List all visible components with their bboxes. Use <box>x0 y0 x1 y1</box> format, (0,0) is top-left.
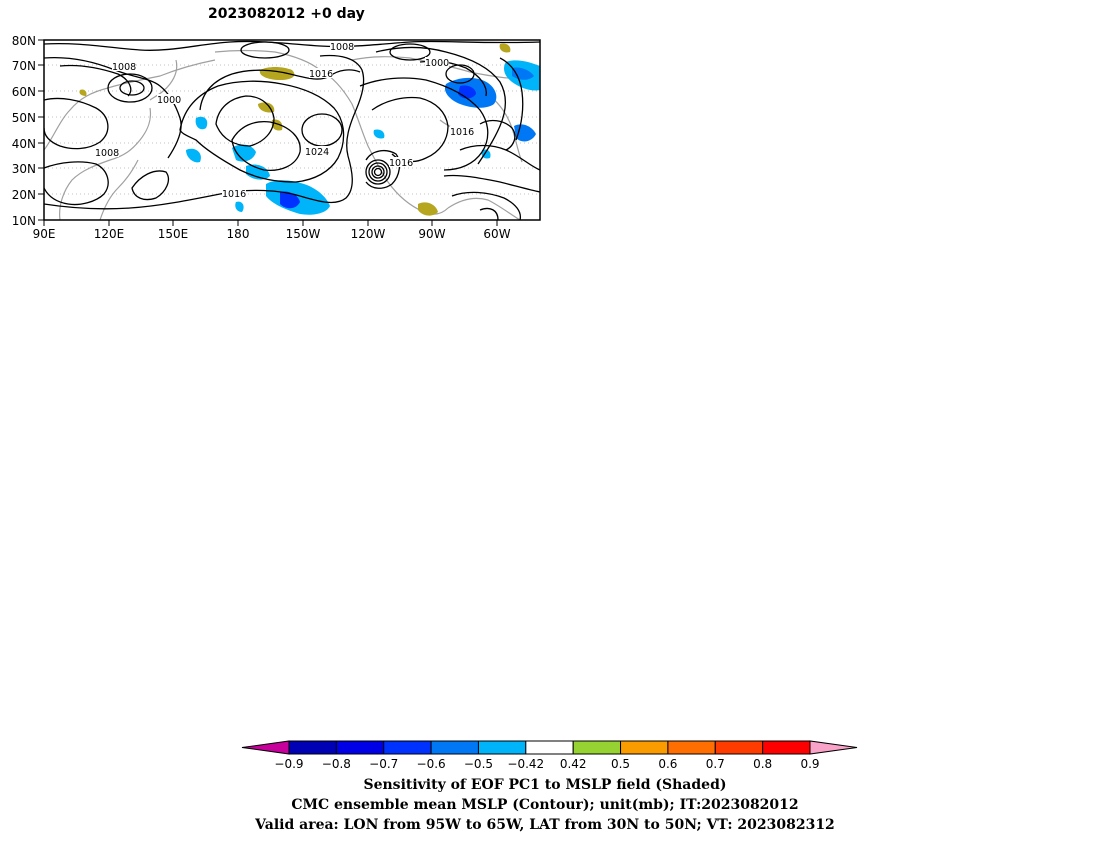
map-frame <box>43 39 541 221</box>
contour-label: 1016 <box>309 69 333 80</box>
colorbar-box <box>477 740 527 755</box>
axis-ticks <box>38 39 498 226</box>
colorbar-tick-label: −0.5 <box>464 757 493 771</box>
contour-label: 1016 <box>222 189 246 200</box>
contour-label: 1024 <box>305 147 329 158</box>
colorbar-box <box>572 740 622 755</box>
colorbar-extend-low <box>241 740 290 755</box>
colorbar-box <box>525 740 574 755</box>
colorbar-box <box>714 740 764 755</box>
lon-label: 120E <box>94 227 125 241</box>
contour-label: 1000 <box>425 58 449 69</box>
colorbar-box <box>762 740 811 755</box>
colorbar-tick-label: 0.5 <box>611 757 630 771</box>
caption-line-3: Valid area: LON from 95W to 65W, LAT fro… <box>255 817 835 833</box>
colorbar-tick-label: 0.7 <box>706 757 725 771</box>
lon-label: 150E <box>158 227 189 241</box>
colorbar-box <box>335 740 385 755</box>
colorbar-tick-labels: −0.9 −0.8 −0.7 −0.6 −0.5 −0.42 0.42 0.5 0.6 0.7 0.… <box>274 757 819 771</box>
colorbar-tick-label: 0.9 <box>800 757 819 771</box>
lon-label: 90E <box>33 227 56 241</box>
lat-label: 30N <box>12 162 36 176</box>
colorbar-tick-label: −0.6 <box>417 757 446 771</box>
lat-label: 50N <box>12 111 36 125</box>
lon-label: 120W <box>351 227 386 241</box>
colorbar-tick-label: 0.42 <box>560 757 587 771</box>
colorbar-boxes <box>241 740 858 755</box>
colorbar-tick-label: −0.9 <box>274 757 303 771</box>
colorbar-tick-label: −0.7 <box>369 757 398 771</box>
lon-label: 180 <box>227 227 250 241</box>
colorbar-tick-label: −0.42 <box>507 757 544 771</box>
contour-label: 1016 <box>450 127 474 138</box>
lon-labels: 90E 120E 150E 180 150W 120W 90W 60W <box>33 227 511 241</box>
lat-labels: 80N 70N 60N 50N 40N 30N 20N 10N <box>12 34 36 228</box>
lat-label: 10N <box>12 214 36 228</box>
lat-label: 20N <box>12 188 36 202</box>
lon-label: 150W <box>286 227 321 241</box>
colorbar-box <box>620 740 669 755</box>
contour-label: 1016 <box>389 158 413 169</box>
colorbar-box <box>288 740 337 755</box>
colorbar-box <box>667 740 716 755</box>
map-title: 2023082012 +0 day <box>208 6 365 22</box>
colorbar-box <box>430 740 479 755</box>
colorbar-box <box>383 740 432 755</box>
colorbar-tick-label: 0.8 <box>753 757 772 771</box>
colorbar-tick-label: 0.6 <box>658 757 677 771</box>
caption-line-1: Sensitivity of EOF PC1 to MSLP field (Sh… <box>363 777 727 793</box>
contour-label: 1008 <box>112 62 136 73</box>
contour-label: 1008 <box>95 148 119 159</box>
lon-label: 60W <box>483 227 510 241</box>
caption-line-2: CMC ensemble mean MSLP (Contour); unit(m… <box>291 797 799 813</box>
contour-label: 1000 <box>157 95 181 106</box>
lat-label: 70N <box>12 59 36 73</box>
contour-label: 1008 <box>330 42 354 53</box>
contour-labels: 1008 1008 1000 1016 1000 1008 1024 1016 … <box>95 41 474 200</box>
lon-label: 90W <box>418 227 445 241</box>
colorbar-extend-high <box>809 740 858 755</box>
lat-label: 80N <box>12 34 36 48</box>
colorbar-tick-label: −0.8 <box>322 757 351 771</box>
lat-label: 40N <box>12 137 36 151</box>
lat-label: 60N <box>12 85 36 99</box>
